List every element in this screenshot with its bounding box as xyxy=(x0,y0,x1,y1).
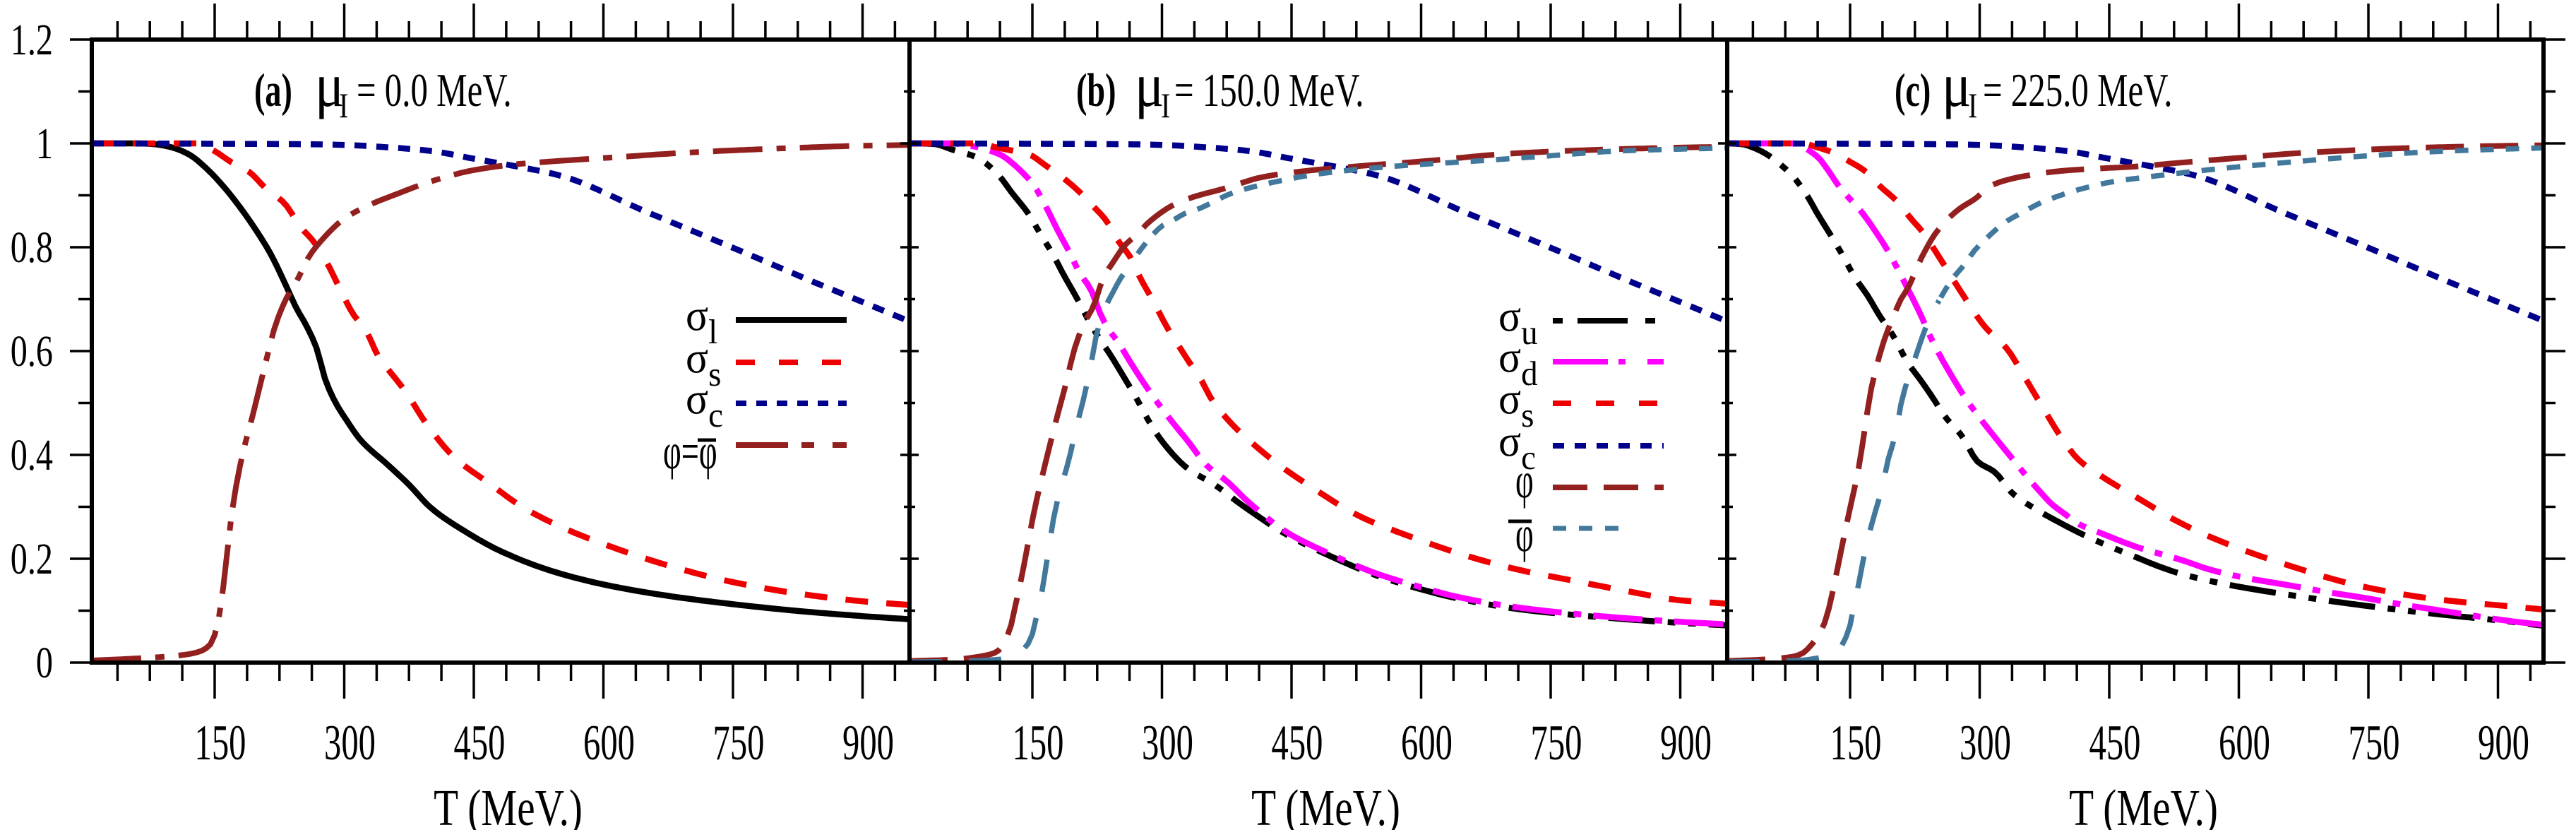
svg-text:300: 300 xyxy=(1960,716,2011,771)
svg-text:750: 750 xyxy=(1531,716,1582,771)
svg-text:φ: φ xyxy=(1515,452,1534,508)
svg-text:0: 0 xyxy=(36,639,53,687)
svg-text:0.4: 0.4 xyxy=(11,432,53,480)
svg-text:0.8: 0.8 xyxy=(11,224,53,272)
svg-text:μ: μ xyxy=(315,50,345,119)
svg-text:450: 450 xyxy=(1272,716,1323,771)
svg-text:μ: μ xyxy=(1942,50,1972,119)
svg-text:300: 300 xyxy=(1142,716,1193,771)
svg-text:I: I xyxy=(1968,86,1977,125)
svg-text:600: 600 xyxy=(583,716,635,771)
svg-text:(b): (b) xyxy=(1076,65,1116,117)
svg-text:1: 1 xyxy=(36,120,53,168)
svg-text:900: 900 xyxy=(842,716,894,771)
svg-text:μ: μ xyxy=(1135,50,1164,119)
svg-text:150: 150 xyxy=(1013,716,1064,771)
svg-text:300: 300 xyxy=(324,716,376,771)
svg-text:900: 900 xyxy=(2478,716,2529,771)
svg-text:0.6: 0.6 xyxy=(11,328,53,376)
svg-text:= 150.0 MeV.: = 150.0 MeV. xyxy=(1174,64,1364,117)
svg-text:600: 600 xyxy=(1401,716,1453,771)
svg-text:(a): (a) xyxy=(254,65,292,117)
svg-text:T (MeV.): T (MeV.) xyxy=(1251,781,1400,830)
svg-text:750: 750 xyxy=(2349,716,2400,771)
svg-text:150: 150 xyxy=(1830,716,1882,771)
svg-text:= 225.0 MeV.: = 225.0 MeV. xyxy=(1983,64,2172,117)
svg-text:450: 450 xyxy=(2089,716,2141,771)
svg-text:φ: φ xyxy=(1515,506,1534,562)
svg-text:600: 600 xyxy=(2219,716,2270,771)
svg-text:(c): (c) xyxy=(1895,65,1931,117)
svg-text:T (MeV.): T (MeV.) xyxy=(434,781,583,830)
svg-text:I: I xyxy=(1161,86,1170,125)
svg-text:= 0.0 MeV.: = 0.0 MeV. xyxy=(357,64,512,117)
svg-text:1.2: 1.2 xyxy=(11,16,53,64)
svg-text:750: 750 xyxy=(713,716,765,771)
svg-text:450: 450 xyxy=(454,716,506,771)
svg-text:φ=φ: φ=φ xyxy=(663,423,717,479)
svg-text:900: 900 xyxy=(1660,716,1712,771)
svg-text:150: 150 xyxy=(195,716,246,771)
svg-text:0.2: 0.2 xyxy=(11,535,53,583)
svg-text:I: I xyxy=(339,86,348,125)
svg-text:T (MeV.): T (MeV.) xyxy=(2069,781,2218,830)
